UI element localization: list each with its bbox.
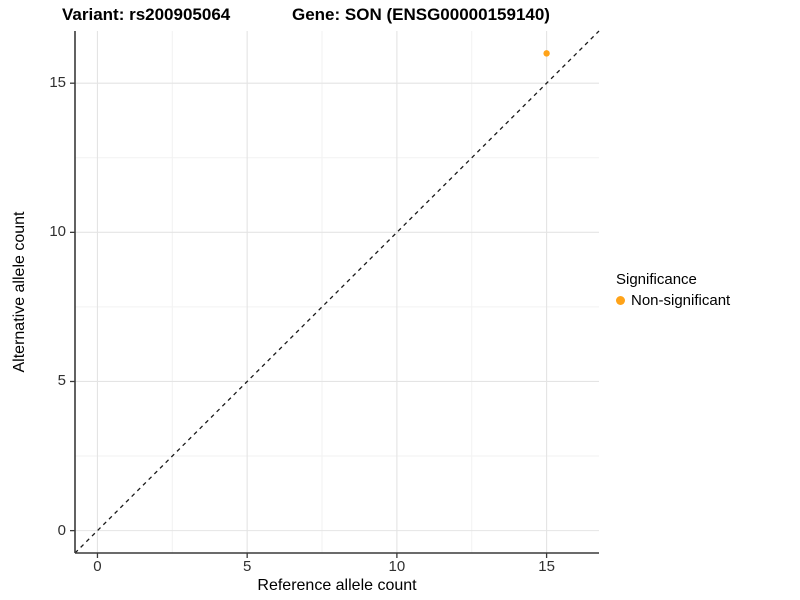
plot-canvas	[70, 30, 600, 558]
data-point	[543, 50, 550, 57]
identity-reference-line	[74, 30, 600, 554]
legend-item: Non-significant	[616, 292, 730, 309]
legend-item-label: Non-significant	[631, 292, 731, 309]
y-tick-label: 5	[57, 372, 66, 390]
x-tick-label: 10	[388, 558, 406, 575]
x-tick-label: 0	[93, 558, 102, 575]
legend: Significance Non-significant	[616, 271, 730, 309]
y-tick-label: 0	[57, 521, 66, 539]
plot-title-variant: Variant: rs200905064	[62, 5, 231, 24]
y-tick-label: 10	[49, 223, 66, 241]
plot-title-gene: Gene: SON (ENSG00000159140)	[292, 5, 550, 24]
x-axis-title: Reference allele count	[257, 577, 417, 594]
legend-items: Non-significant	[616, 292, 730, 309]
y-tick-label: 15	[49, 74, 66, 92]
plot-panel	[70, 30, 600, 558]
x-tick-label: 15	[538, 558, 555, 575]
x-tick-label: 5	[242, 558, 252, 575]
legend-title: Significance	[616, 271, 697, 288]
legend-key-dot-icon	[616, 296, 625, 305]
